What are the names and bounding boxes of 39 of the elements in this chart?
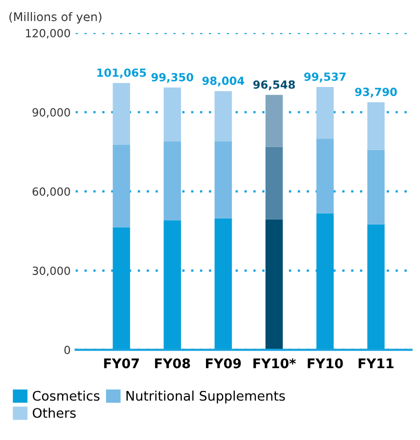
y-tick-label: 30,000 (32, 266, 70, 276)
legend-label: Nutritional Supplements (126, 390, 285, 404)
bar (367, 102, 385, 150)
legend-label: Cosmetics (32, 390, 100, 401)
x-tick-label: FY08 (155, 358, 190, 368)
total-label: 93,790 (355, 88, 397, 98)
y-tick-label: 60,000 (32, 187, 70, 197)
bar (112, 144, 130, 228)
x-tick-label: FY10* (253, 358, 296, 368)
bar (316, 87, 334, 139)
bar (164, 88, 181, 142)
y-axis-title: (Millions of yen) (9, 12, 102, 24)
y-tick-label: 0 (64, 346, 70, 354)
bar (265, 219, 283, 350)
bar (316, 213, 334, 350)
bar (214, 91, 232, 142)
bar (214, 218, 232, 350)
bar (214, 142, 232, 218)
y-tick-label: 120,000 (26, 28, 70, 39)
bar (316, 138, 334, 214)
bar (367, 224, 385, 350)
total-label: 101,065 (97, 68, 146, 78)
x-tick-label: FY10 (308, 358, 343, 368)
x-tick-label: FY09 (206, 358, 241, 368)
x-tick-label: FY11 (358, 358, 394, 368)
total-label: 99,537 (304, 72, 346, 82)
x-tick-label: FY07 (104, 358, 139, 368)
total-label: 98,004 (202, 76, 244, 86)
bar (265, 94, 283, 147)
legend-label: Others (32, 408, 76, 418)
bar (265, 146, 283, 220)
bar (367, 150, 385, 224)
bar (112, 227, 130, 350)
total-label: 99,350 (151, 73, 194, 83)
bar (112, 82, 130, 145)
bar (164, 220, 181, 350)
bar (164, 142, 181, 220)
total-label: 96,548 (253, 80, 295, 90)
y-tick-label: 90,000 (32, 108, 70, 118)
